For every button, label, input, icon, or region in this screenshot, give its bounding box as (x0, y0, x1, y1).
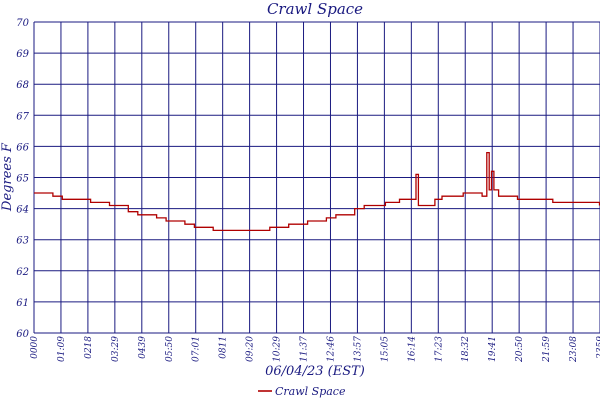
y-tick-label: 64 (16, 205, 29, 216)
x-axis-ticks: 0000 01:09 0218 03:29 0439 05:50 07:01 0811 09:2… (30, 336, 600, 363)
x-tick-label: 20:50 (515, 336, 525, 363)
y-tick-label: 69 (16, 49, 29, 60)
y-tick-label: 65 (16, 174, 29, 185)
x-tick-label: 07:01 (192, 336, 202, 362)
legend: Crawl Space (258, 385, 346, 398)
y-axis-ticks: 60 61 62 63 64 65 66 67 68 69 70 (16, 18, 29, 340)
y-tick-label: 67 (16, 111, 29, 122)
x-tick-label: 23:08 (569, 336, 579, 363)
x-tick-label: 16:14 (407, 336, 417, 362)
y-tick-label: 66 (16, 142, 29, 153)
x-tick-label: 09:20 (246, 336, 256, 362)
series-layer (34, 151, 600, 232)
y-tick-label: 61 (16, 298, 29, 309)
x-tick-label: 12:46 (326, 336, 336, 362)
y-tick-label: 62 (16, 267, 29, 278)
y-axis-label: Degrees F (0, 142, 15, 212)
x-tick-label: 19:41 (488, 336, 498, 362)
x-tick-label: 18:32 (461, 336, 471, 362)
x-axis-label: 06/04/23 (EST) (265, 364, 365, 379)
x-tick-label: 17:23 (434, 336, 444, 362)
series-line (34, 151, 600, 232)
x-tick-label: 11:37 (300, 336, 310, 362)
x-tick-label: 0811 (219, 336, 229, 359)
legend-label: Crawl Space (275, 385, 346, 398)
x-tick-label: 13:57 (353, 336, 363, 362)
x-tick-label: 05:50 (165, 336, 175, 362)
grid (33, 21, 600, 334)
x-tick-label: 03:29 (111, 336, 121, 362)
x-tick-label: 0439 (138, 336, 148, 359)
x-tick-label: 0218 (84, 336, 94, 359)
x-tick-label: 01:09 (57, 336, 67, 362)
x-tick-label: 21:59 (542, 336, 552, 363)
y-tick-label: 63 (16, 236, 29, 247)
x-tick-label: 10:29 (273, 336, 283, 362)
y-tick-label: 60 (16, 329, 29, 340)
chart-title: Crawl Space (267, 0, 363, 18)
x-tick-label: 15:05 (380, 336, 390, 362)
y-tick-label: 70 (16, 18, 29, 29)
x-tick-label: 0000 (30, 336, 40, 359)
y-tick-label: 68 (16, 80, 29, 91)
x-tick-label: 2359 (596, 336, 600, 360)
